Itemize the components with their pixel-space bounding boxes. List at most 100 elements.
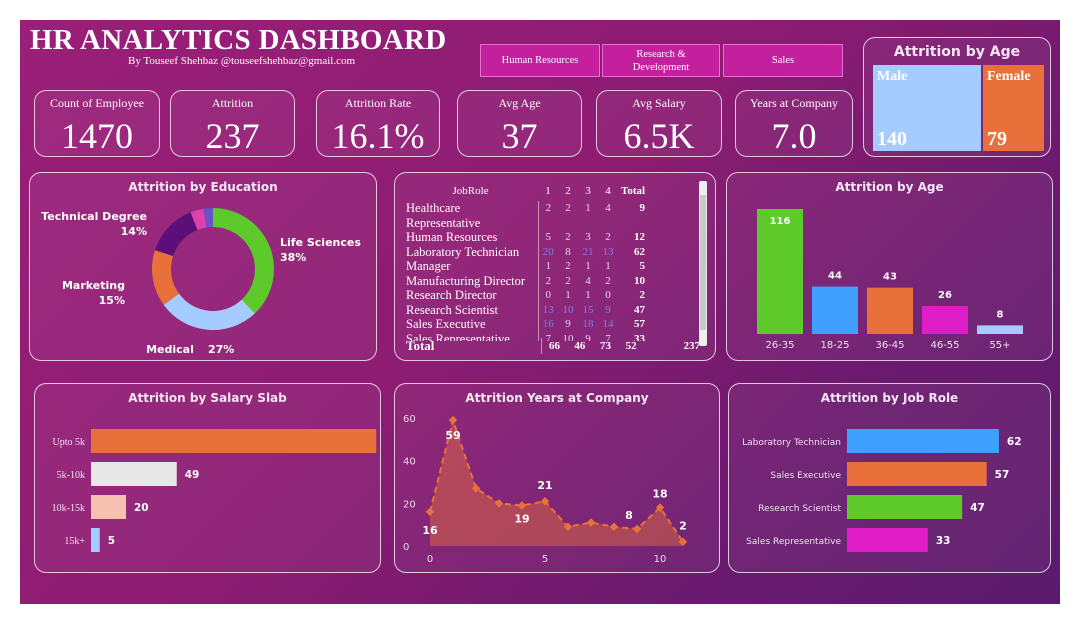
kpi-label: Attrition Rate [344, 96, 412, 110]
table-row[interactable]: Manufacturing Director 2 2 4 2 10 [403, 273, 648, 288]
data-label: 2 [679, 520, 687, 533]
value-cell: 10 [562, 303, 574, 316]
tab-research-development[interactable]: Research & Development [602, 44, 720, 77]
area-fill[interactable] [430, 420, 683, 546]
value-cell: 33 [634, 332, 646, 342]
y-tick-label: 0 [403, 542, 409, 553]
value-cell: 20 [542, 245, 554, 258]
table-row[interactable]: Healthcare Representative 2 2 1 4 9 [403, 201, 648, 230]
tab-human-resources[interactable]: Human Resources [480, 44, 600, 77]
column-header[interactable]: 3 [585, 184, 591, 197]
series-line[interactable] [429, 416, 684, 543]
value-cell: 14 [602, 318, 614, 330]
scrollbar-thumb[interactable] [700, 195, 706, 330]
salary-card: Attrition by Salary Slab Upto 5k1635k-10… [34, 383, 381, 573]
age-bar[interactable] [757, 209, 803, 334]
value-cell: 9 [639, 202, 646, 214]
bar[interactable] [91, 462, 177, 486]
page-title: HR ANALYTICS DASHBOARD [30, 24, 447, 56]
category-label: Sales Representative [746, 537, 841, 547]
data-point[interactable] [448, 415, 458, 425]
value-cell: 2 [545, 274, 552, 287]
table-row[interactable]: Research Director 0 1 1 0 2 [403, 288, 648, 303]
jobrole-matrix-card: JobRole 1 2 3 4 Total Healthcare Representativ… [394, 172, 716, 361]
x-tick-label: 5 [542, 554, 548, 565]
total-cell: 73 [599, 340, 611, 352]
bar[interactable] [847, 495, 963, 519]
column-header[interactable]: 4 [605, 184, 611, 197]
column-header[interactable]: Total [621, 184, 646, 197]
donut-slice[interactable] [190, 208, 207, 230]
data-label: 18 [652, 488, 667, 501]
table-scrollbar[interactable] [699, 181, 707, 346]
value-cell: 8 [565, 245, 571, 258]
category-label: Sales Executive [770, 471, 841, 481]
data-point[interactable] [425, 507, 435, 517]
bar[interactable] [847, 528, 928, 552]
donut-slice[interactable] [152, 250, 180, 305]
donut-slice[interactable] [163, 293, 255, 330]
column-header[interactable]: 1 [545, 184, 551, 197]
salary-title: Attrition by Salary Slab [128, 391, 287, 405]
jobrole-cell: Human Resources [403, 230, 539, 245]
y-tick-label: 60 [403, 414, 416, 425]
x-tick-label: 55+ [989, 340, 1010, 351]
years-card: Attrition Years at Company 0 20 40 60 0 5 10 16… [394, 383, 720, 573]
value-cell: 13 [542, 303, 554, 316]
age-bar-chart: 116 26-35 44 18-25 43 36-45 26 46-55 8 55+ [757, 209, 1023, 351]
table-row[interactable]: Research Scientist 13 10 15 9 47 [403, 302, 648, 317]
bar[interactable] [91, 429, 377, 453]
male-tile[interactable]: Male 140 [873, 65, 981, 151]
jobrole-cell: Laboratory Technician [403, 244, 539, 259]
data-point[interactable] [471, 484, 481, 493]
donut-slice[interactable] [213, 208, 274, 314]
donut-slice[interactable] [154, 212, 198, 257]
table-row[interactable]: Human Resources 5 2 3 2 12 [403, 230, 648, 245]
education-title: Attrition by Education [128, 180, 278, 194]
kpi-label: Avg Salary [632, 96, 686, 110]
category-label: Research Scientist [758, 504, 841, 514]
data-point[interactable] [494, 499, 504, 508]
value-cell: 1 [585, 289, 591, 301]
table-row[interactable]: Laboratory Technician 20 8 21 13 62 [403, 244, 648, 259]
slice-value: 15% [99, 294, 125, 307]
bar-value-label: 20 [134, 502, 149, 514]
female-tile[interactable]: Female 79 [983, 65, 1044, 151]
bar[interactable] [91, 528, 100, 552]
donut-slice[interactable] [203, 208, 213, 228]
column-header[interactable]: 2 [565, 184, 571, 197]
value-cell: 1 [585, 202, 591, 214]
kpi-count-of-employee: Count of Employee 1470 [34, 90, 160, 157]
table-row[interactable]: Sales Representative 7 10 9 7 33 [403, 331, 648, 342]
value-cell: 2 [565, 231, 571, 243]
jobrole-cell: Research Scientist [403, 302, 539, 317]
value-cell: 5 [639, 260, 646, 272]
slice-value: 27% [208, 343, 234, 356]
value-cell: 9 [565, 318, 571, 330]
category-label: 5k-10k [57, 470, 85, 481]
age-bar[interactable] [812, 286, 858, 334]
jobrole-cell: Sales Executive [403, 317, 539, 332]
age-bar[interactable] [977, 325, 1023, 334]
table-row[interactable]: Sales Executive 16 9 18 14 57 [403, 317, 648, 332]
bar[interactable] [91, 495, 126, 519]
x-tick-label: 46-55 [930, 340, 959, 351]
age-bar[interactable] [867, 287, 913, 334]
table-row[interactable]: Manager 1 2 1 1 5 [403, 259, 648, 274]
bar[interactable] [847, 462, 987, 486]
age-bar[interactable] [922, 305, 968, 334]
x-tick-label: 36-45 [875, 340, 904, 351]
slice-label: Life Sciences [280, 236, 361, 249]
bar[interactable] [847, 429, 999, 453]
age-chart-card: Attrition by Age 116 26-35 44 18-25 43 36-45 2… [726, 172, 1053, 361]
value-cell: 1 [605, 260, 611, 272]
bar-value-label: 49 [185, 469, 200, 481]
data-label: 59 [445, 429, 460, 442]
value-cell: 16 [542, 318, 554, 330]
male-label: Male [877, 69, 908, 84]
column-header[interactable]: JobRole [452, 184, 489, 197]
value-cell: 9 [605, 303, 611, 316]
tab-sales[interactable]: Sales [723, 44, 843, 77]
slice-value: 14% [121, 225, 147, 238]
value-cell: 7 [605, 332, 611, 342]
